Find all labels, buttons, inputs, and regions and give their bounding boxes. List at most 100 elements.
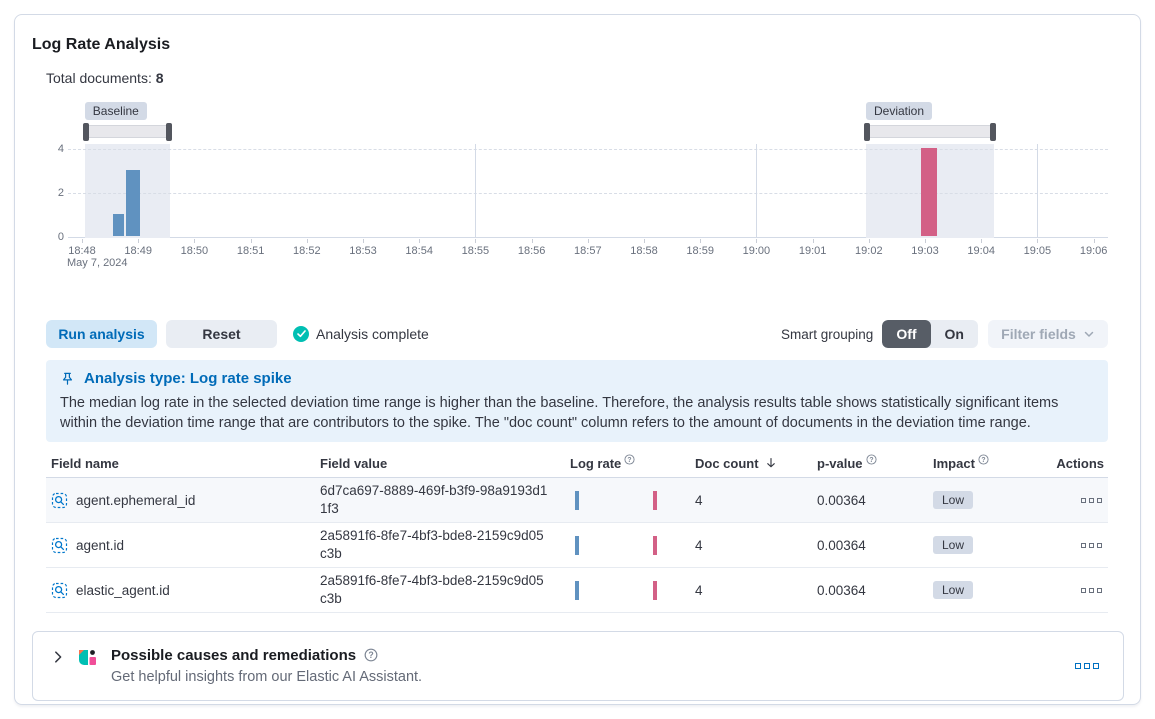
y-axis-tick-label: 4 <box>57 143 64 155</box>
x-axis-tick <box>812 239 814 243</box>
field-value: 2a5891f6-8fe7-4bf3-bde8-2159c9d05c3b <box>320 573 544 606</box>
total-documents-label: Total documents: <box>46 70 152 86</box>
field-stats-icon[interactable] <box>51 582 68 599</box>
p-value: 0.00364 <box>817 582 866 598</box>
x-axis-tick <box>925 239 926 243</box>
x-axis-tick <box>250 239 252 243</box>
x-axis-tick <box>981 239 983 243</box>
v-gridline <box>1037 144 1039 238</box>
accordion-subtitle: Get helpful insights from our Elastic AI… <box>111 669 423 685</box>
x-axis-tick-label: 18:53 <box>349 245 377 257</box>
baseline-badge: Baseline <box>84 102 147 120</box>
p-value: 0.00364 <box>817 537 866 553</box>
check-circle-icon <box>293 326 309 342</box>
possible-causes-accordion[interactable]: Possible causes and remediations ? Get h… <box>32 631 1124 701</box>
x-axis-tick <box>756 239 758 243</box>
impact-badge: Low <box>933 536 974 554</box>
x-axis-tick-label: 18:54 <box>405 245 433 257</box>
log-rate-mini-chart <box>570 580 665 600</box>
impact-badge: Low <box>933 491 974 509</box>
help-icon[interactable]: ? <box>865 454 877 465</box>
y-gridline <box>68 193 1108 194</box>
analysis-status: Analysis complete <box>293 326 429 342</box>
callout-body: The median log rate in the selected devi… <box>60 395 1059 431</box>
doc-count: 4 <box>695 537 703 553</box>
deviation-badge: Deviation <box>865 102 933 120</box>
x-axis-tick <box>1037 239 1039 243</box>
chevron-right-icon[interactable] <box>51 650 65 664</box>
x-axis-tick-label: 19:04 <box>967 245 995 257</box>
filter-fields-button[interactable]: Filter fields <box>988 320 1108 348</box>
deviation-mini-bar <box>653 581 657 600</box>
baseline-brush[interactable] <box>82 123 173 141</box>
column-header-field-name: Field name <box>51 456 119 471</box>
baseline-mini-bar <box>575 581 579 600</box>
x-axis-tick <box>475 239 477 243</box>
chevron-down-icon <box>1084 331 1094 337</box>
x-axis-tick-label: 18:49 <box>124 245 152 257</box>
x-axis-tick-label: 19:05 <box>1023 245 1052 257</box>
sort-descending-icon <box>766 458 775 468</box>
x-axis-tick <box>700 239 702 243</box>
document-count-chart: 4 2 0 Baseline Deviation 18:48 18:49 18:50 18:5… <box>46 102 1108 269</box>
column-header-doc-count[interactable]: Doc count <box>690 452 812 477</box>
filter-fields-label: Filter fields <box>1001 326 1076 342</box>
smart-grouping-label: Smart grouping <box>781 326 874 342</box>
column-header-field-value: Field value <box>320 456 388 471</box>
x-axis-tick <box>363 239 364 243</box>
help-icon[interactable]: ? <box>624 454 635 465</box>
column-header-actions: Actions <box>1056 456 1104 471</box>
x-axis-tick-label: 18:55 <box>461 245 490 257</box>
total-documents: Total documents: 8 <box>46 70 1108 86</box>
column-header-impact[interactable]: Impact ? <box>928 452 1040 477</box>
column-header-log-rate[interactable]: Log rate ? <box>565 452 690 477</box>
field-stats-icon[interactable] <box>51 537 68 554</box>
row-actions-icon[interactable] <box>1040 542 1108 548</box>
smart-grouping-on-button[interactable]: On <box>931 320 978 348</box>
analysis-type-callout: Analysis type: Log rate spike The median… <box>46 360 1108 442</box>
svg-text:?: ? <box>869 457 873 464</box>
x-axis-tick-label: 19:03 <box>911 245 939 257</box>
doc-count: 4 <box>695 492 703 508</box>
deviation-brush[interactable] <box>863 123 997 141</box>
deviation-brush-right-handle[interactable] <box>990 123 997 141</box>
baseline-brush-left-handle[interactable] <box>82 123 89 141</box>
chart-plot-area <box>68 144 1108 238</box>
impact-badge: Low <box>933 581 974 599</box>
deviation-mini-bar <box>653 536 657 555</box>
deviation-brush-left-handle[interactable] <box>863 123 870 141</box>
assistant-actions-menu-icon[interactable] <box>1075 663 1105 669</box>
x-axis-tick-label: 18:48 <box>68 245 96 257</box>
table-row: elastic_agent.id 2a5891f6-8fe7-4bf3-bde8… <box>46 568 1108 613</box>
smart-grouping-off-button[interactable]: Off <box>882 320 931 348</box>
run-analysis-button[interactable]: Run analysis <box>46 320 157 348</box>
page-title: Log Rate Analysis <box>32 36 171 53</box>
field-name: agent.id <box>76 537 125 553</box>
row-actions-icon[interactable] <box>1040 497 1108 503</box>
x-axis-tick-label: 19:02 <box>855 245 883 257</box>
x-axis-tick-label: 18:52 <box>293 245 321 257</box>
row-actions-icon[interactable] <box>1040 587 1108 593</box>
x-axis-tick-label: 18:58 <box>630 245 658 257</box>
reset-button[interactable]: Reset <box>166 320 277 348</box>
pin-icon <box>62 372 73 385</box>
table-row: agent.id 2a5891f6-8fe7-4bf3-bde8-2159c9d… <box>46 523 1108 568</box>
smart-grouping-toggle: Off On <box>882 320 978 348</box>
x-axis-tick <box>138 239 140 243</box>
help-icon[interactable]: ? <box>364 648 378 662</box>
help-icon[interactable]: ? <box>978 454 989 465</box>
baseline-bar <box>112 214 124 236</box>
x-axis-tick-label: 19:00 <box>742 245 771 257</box>
field-value: 2a5891f6-8fe7-4bf3-bde8-2159c9d05c3b <box>320 528 544 561</box>
baseline-brush-right-handle[interactable] <box>166 123 173 141</box>
y-axis-tick-label: 2 <box>57 187 64 199</box>
table-header-row: Field name Field value Log rate ? Doc co… <box>46 452 1108 478</box>
field-stats-icon[interactable] <box>51 492 68 509</box>
svg-text:?: ? <box>628 457 632 464</box>
log-rate-analysis-panel: Log Rate Analysis Total documents: 8 4 2 0… <box>14 14 1141 705</box>
callout-title: Analysis type: Log rate spike <box>84 370 292 387</box>
column-header-p-value[interactable]: p-value ? <box>812 452 928 477</box>
field-value: 6d7ca697-8889-469f-b3f9-98a9193d11f3 <box>320 483 548 516</box>
log-rate-mini-chart <box>570 535 665 555</box>
table-row: agent.ephemeral_id 6d7ca697-8889-469f-b3… <box>46 478 1108 523</box>
